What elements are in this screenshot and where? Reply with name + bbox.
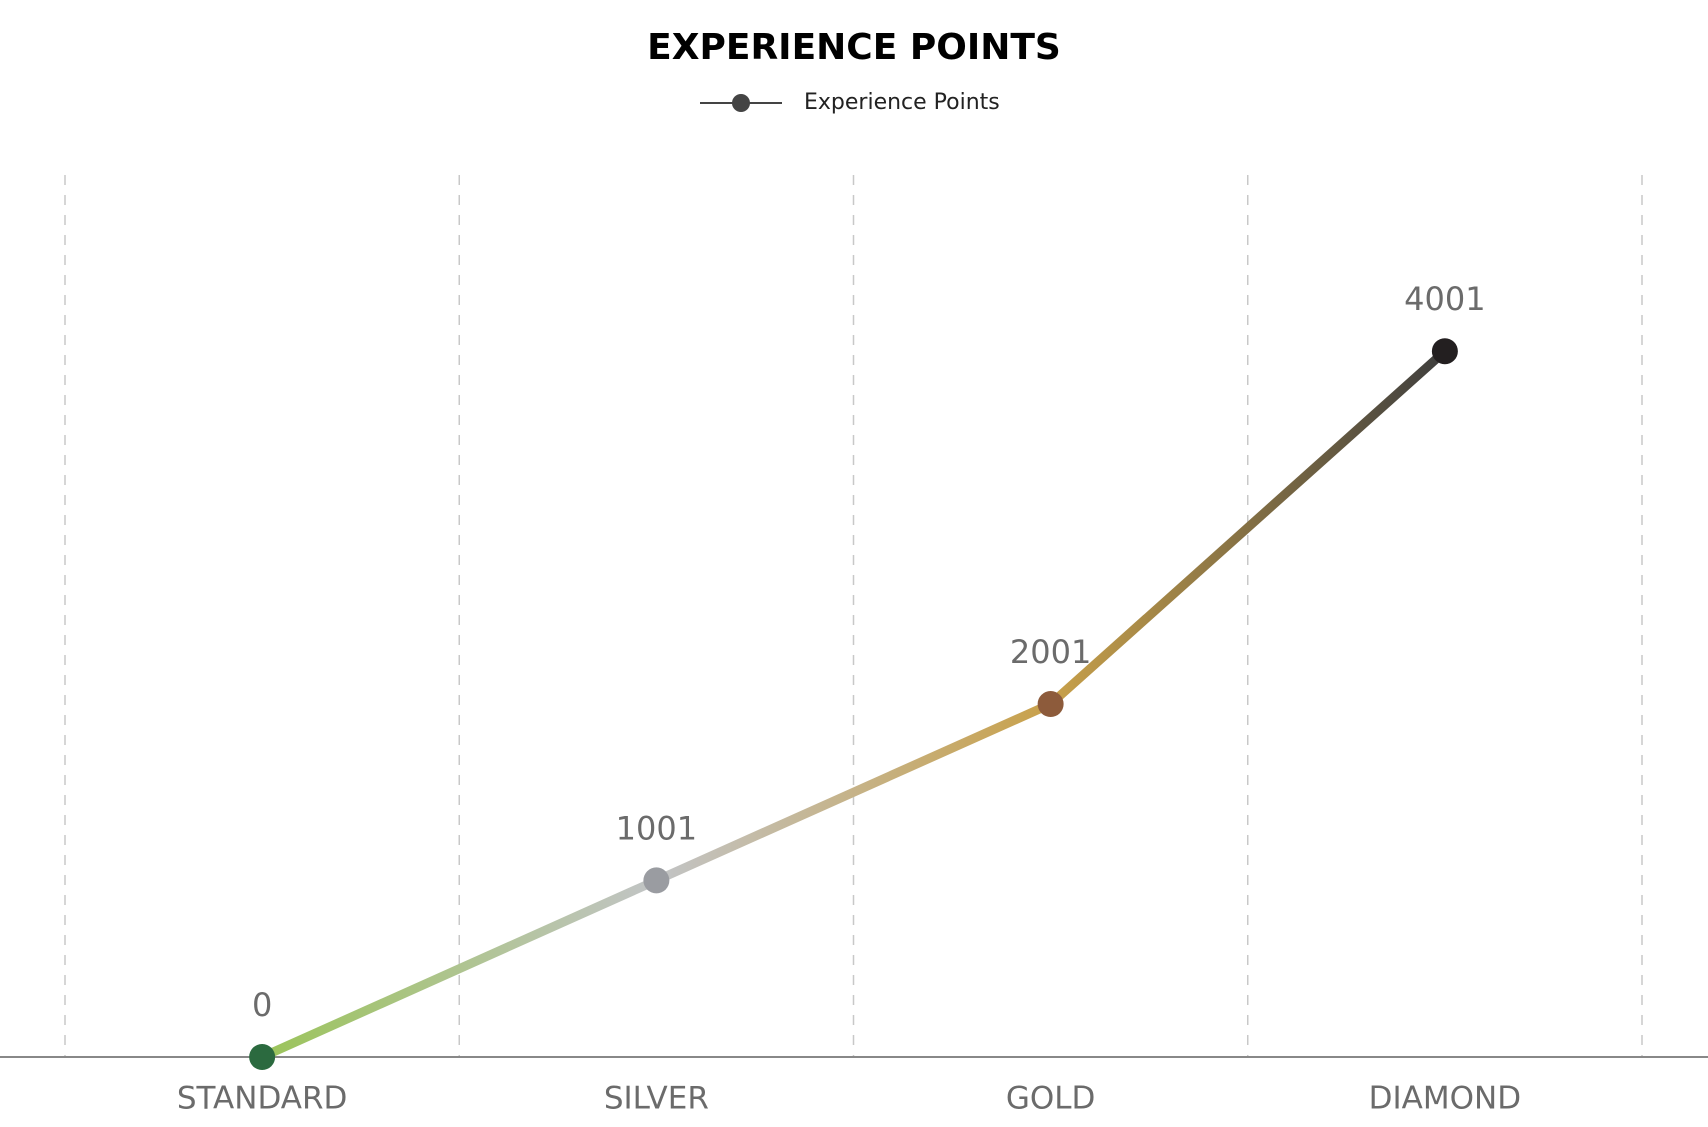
- data-label: 4001: [1404, 280, 1485, 318]
- data-label: 0: [252, 986, 272, 1024]
- legend-label: Experience Points: [804, 90, 1000, 115]
- data-point: [1431, 338, 1458, 365]
- data-line: [260, 347, 1448, 1062]
- x-tick-label: DIAMOND: [1369, 1081, 1521, 1117]
- data-point: [1037, 691, 1064, 718]
- data-label: 1001: [616, 809, 697, 847]
- x-tick-label: STANDARD: [177, 1081, 348, 1117]
- x-tick-label: SILVER: [604, 1081, 709, 1117]
- legend-marker: [732, 94, 750, 112]
- data-point: [249, 1044, 276, 1070]
- chart-title: EXPERIENCE POINTS: [647, 27, 1061, 68]
- x-tick-label: GOLD: [1006, 1081, 1096, 1117]
- data-point: [643, 867, 670, 894]
- data-label: 2001: [1010, 633, 1091, 671]
